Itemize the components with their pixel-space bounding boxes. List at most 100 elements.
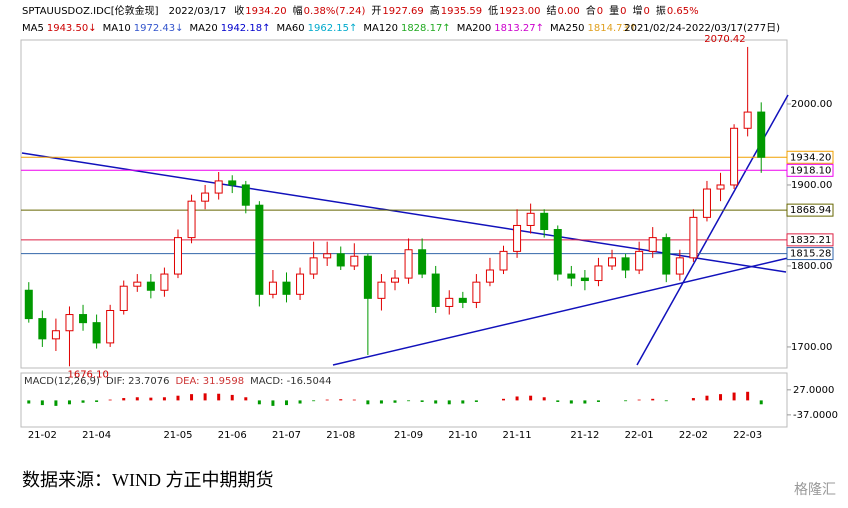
x-tick-label: 21-07 xyxy=(272,430,301,441)
candle-body xyxy=(323,253,332,259)
candle-body xyxy=(757,111,766,158)
ma-value: 1813.27↑ xyxy=(494,23,544,34)
quote-label: 开 xyxy=(371,6,381,17)
x-tick-label: 21-12 xyxy=(570,430,599,441)
candle-body xyxy=(648,237,657,252)
price-tag xyxy=(786,233,834,247)
candle-body xyxy=(350,255,359,267)
candle-body xyxy=(282,281,291,295)
ma-value: 1942.18↑ xyxy=(221,23,271,34)
price-tag-label: 1815.28 xyxy=(790,249,831,260)
x-tick-label: 21-04 xyxy=(82,430,111,441)
quote-value: 0 xyxy=(597,6,603,17)
candle-body xyxy=(309,257,318,275)
candle-body xyxy=(702,188,711,218)
ma-name: MA120 xyxy=(363,23,398,34)
ma-value: 1828.17↑ xyxy=(401,23,451,34)
candle-body xyxy=(187,200,196,239)
x-tick-label: 22-03 xyxy=(733,430,762,441)
quote-label: 结 xyxy=(547,4,557,17)
candle-body xyxy=(38,318,47,340)
candle-body xyxy=(201,192,210,202)
candle-body xyxy=(214,180,223,194)
trend-line xyxy=(332,257,789,366)
price-tag xyxy=(786,247,834,261)
watermark: 格隆汇 xyxy=(794,482,836,498)
quote-value: 0.00 xyxy=(558,6,580,17)
x-tick-label: 21-02 xyxy=(28,430,57,441)
x-tick-label: 21-08 xyxy=(326,430,355,441)
macd-label: DIF: 23.7076 xyxy=(106,376,170,387)
ma-name: MA10 xyxy=(103,23,131,34)
ma-value: 1962.15↑ xyxy=(308,23,358,34)
candle-body xyxy=(24,289,33,320)
candle-body xyxy=(621,257,630,271)
macd-tick-label: 27.0000 xyxy=(793,385,834,396)
annotation: 2070.42 xyxy=(704,34,745,45)
candle-body xyxy=(580,277,589,282)
quote-value: 1934.20 xyxy=(245,6,286,17)
quote-label: 合 xyxy=(586,4,596,17)
x-tick-label: 21-10 xyxy=(448,430,477,441)
candle-body xyxy=(675,257,684,275)
candle-body xyxy=(106,309,115,344)
y-tick-label: 1900.00 xyxy=(791,180,832,191)
quote-label: 收 xyxy=(234,4,244,17)
candle-body xyxy=(635,250,644,271)
price-tag xyxy=(786,150,834,164)
candle-body xyxy=(65,314,74,332)
candle-body xyxy=(458,297,467,303)
quote-value: 0.38%(7.24) xyxy=(304,6,366,17)
quote-label: 低 xyxy=(488,4,498,17)
price-tag-label: 1934.20 xyxy=(790,152,831,163)
x-tick-label: 21-06 xyxy=(218,430,247,441)
candle-body xyxy=(391,277,399,283)
candle-body xyxy=(404,249,413,279)
quote-label: 振 xyxy=(656,4,666,17)
ma-value: 1814.73↑ xyxy=(588,23,638,34)
ma-name: MA200 xyxy=(457,23,492,34)
macd-frame xyxy=(20,372,788,428)
ma-name: MA60 xyxy=(276,23,304,34)
candle-body xyxy=(418,249,427,275)
quote-value: 0.65% xyxy=(667,6,699,17)
x-tick-label: 22-01 xyxy=(625,430,654,441)
candle-body xyxy=(716,184,725,190)
candle-body xyxy=(499,250,508,271)
candle-body xyxy=(662,237,671,275)
candle-body xyxy=(363,255,372,299)
candle-body xyxy=(133,281,142,287)
annotation: 1676.10 xyxy=(67,369,108,380)
quote-value: 1935.59 xyxy=(441,6,482,17)
ma-name: MA20 xyxy=(190,23,218,34)
price-tag xyxy=(786,203,834,217)
candle-body xyxy=(296,273,305,295)
y-tick-label: 1700.00 xyxy=(791,342,832,353)
quote-label: 高 xyxy=(430,4,440,17)
candle-body xyxy=(146,281,155,291)
candle-body xyxy=(228,180,237,186)
candle-body xyxy=(567,273,576,279)
y-tick-label: 1800.00 xyxy=(791,261,832,272)
x-tick-label: 21-11 xyxy=(503,430,532,441)
quote-value: 1927.69 xyxy=(382,6,423,17)
candle-body xyxy=(513,224,522,252)
x-tick-label: 21-09 xyxy=(394,430,423,441)
ma-value: 1943.50↓ xyxy=(47,23,97,34)
candle-body xyxy=(268,281,277,295)
candle-body xyxy=(485,269,494,283)
candle-body xyxy=(594,265,603,282)
symbol: SPTAUUSDOZ.IDC[伦敦金现] xyxy=(22,4,159,17)
x-tick-label: 22-02 xyxy=(679,430,708,441)
x-tick-label: 21-05 xyxy=(163,430,192,441)
candle-body xyxy=(540,212,549,231)
candle-body xyxy=(92,322,101,344)
quote-label: 量 xyxy=(609,5,619,17)
candle-body xyxy=(526,212,535,226)
macd-tick-label: -37.0000 xyxy=(793,410,838,421)
candle-body xyxy=(51,330,60,340)
ma-value: 1972.43↓ xyxy=(134,23,184,34)
candle-body xyxy=(119,285,128,311)
candle-body xyxy=(553,229,562,275)
